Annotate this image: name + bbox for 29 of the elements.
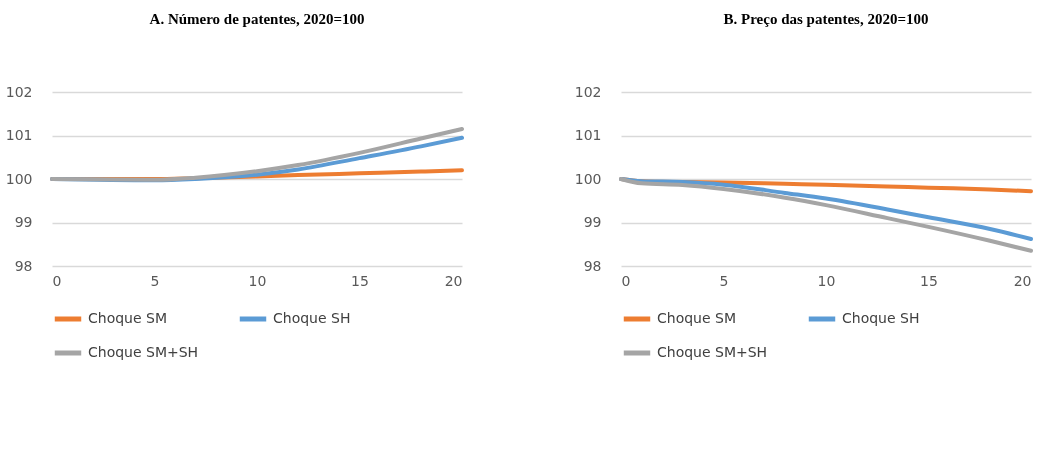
y-tick-label: 102 — [5, 83, 33, 100]
y-tick-label: 99 — [14, 214, 33, 230]
x-tick-label: 5 — [719, 272, 729, 289]
legend-label: Choque SM+SH — [88, 344, 199, 360]
y-tick-label: 100 — [5, 170, 33, 187]
x-tick-label: 0 — [621, 272, 631, 289]
x-tick-label: 15 — [920, 272, 938, 289]
x-tick-label: 10 — [817, 272, 836, 289]
y-tick-label: 98 — [583, 257, 602, 274]
legend-label: Choque SM — [657, 310, 737, 326]
x-tick-label: 10 — [248, 272, 267, 289]
y-tick-label: 100 — [574, 170, 602, 187]
y-tick-label: 98 — [14, 257, 33, 274]
y-tick-label: 101 — [5, 127, 33, 143]
line-series — [50, 126, 464, 182]
chart-title: A. Número de patentes, 2020=100 — [149, 11, 365, 27]
legend-label: Choque SH — [273, 310, 351, 326]
x-tick-label: 5 — [150, 272, 160, 289]
legend-label: Choque SM+SH — [657, 344, 768, 360]
chart-title: B. Preço das patentes, 2020=100 — [723, 11, 929, 27]
x-tick-label: 0 — [52, 272, 62, 289]
y-tick-label: 99 — [583, 214, 602, 230]
x-tick-label: 15 — [351, 272, 369, 289]
legend-label: Choque SH — [842, 310, 920, 326]
x-tick-label: 20 — [444, 272, 463, 289]
y-tick-label: 101 — [574, 127, 602, 143]
y-tick-label: 102 — [574, 83, 602, 100]
legend-label: Choque SM — [88, 310, 168, 326]
x-tick-label: 20 — [1013, 272, 1032, 289]
